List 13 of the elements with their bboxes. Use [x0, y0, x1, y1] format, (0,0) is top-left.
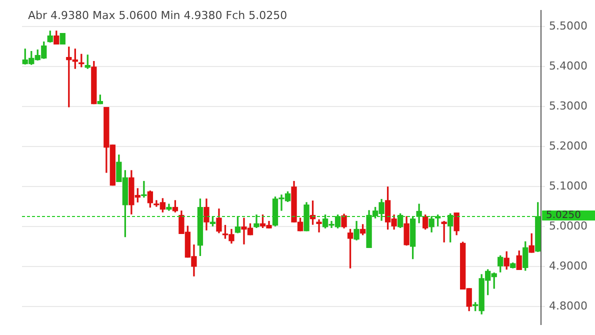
y-tick-label: 5.5000 — [549, 19, 588, 32]
candlestick — [316, 219, 322, 232]
candlestick — [441, 220, 447, 242]
y-tick-label: 4.8000 — [549, 299, 588, 312]
y-tick-label: 5.3000 — [549, 99, 588, 112]
annotation: Abr 4.9380 Max 5.0600 Min 4.9380 Fch 5.0250 — [28, 8, 288, 22]
y-tick-label: 5.1000 — [549, 179, 588, 192]
candlestick — [141, 180, 147, 198]
y-tick-label: 5.4000 — [549, 59, 588, 72]
y-tick-label: 4.9000 — [549, 259, 588, 272]
y-tick-label: 5.0000 — [549, 219, 588, 232]
y-tick-label: 5.2000 — [549, 139, 588, 152]
ref-line-label: 5.0250 — [546, 210, 581, 222]
